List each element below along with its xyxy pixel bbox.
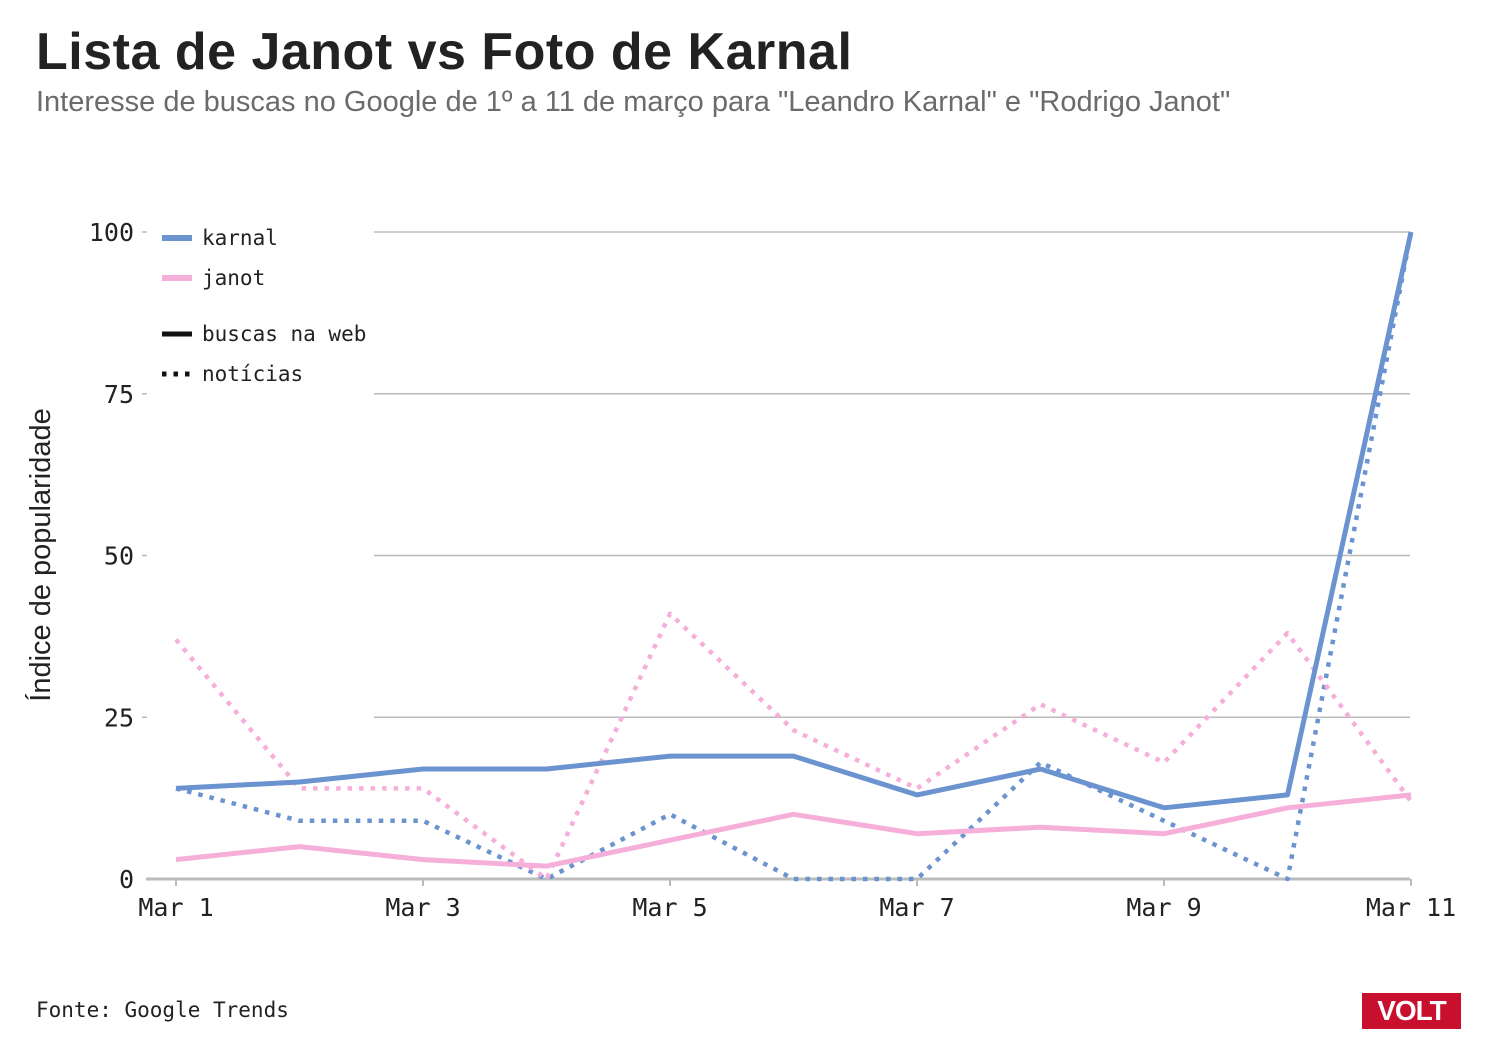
y-axis-label: Índice de popularidade [24,408,57,701]
y-axis-ticks: 0 25 50 75 100 [89,218,134,894]
y-tick-label: 100 [89,218,134,247]
y-tick-label: 75 [104,380,134,409]
series-line-janot-noticias [174,611,1413,882]
grid-lines [142,231,1410,718]
legend-label: karnal [202,226,278,250]
source-note: Fonte: Google Trends [36,998,289,1022]
y-tick-label: 50 [104,542,134,571]
volt-logo: VOLT [1362,993,1461,1029]
legend-label: buscas na web [202,322,366,346]
x-tick-label: Mar 5 [632,893,707,922]
x-tick-label: Mar 11 [1366,893,1456,922]
series-lines [174,231,1414,882]
x-tick-label: Mar 1 [138,893,213,922]
x-axis: Mar 1 Mar 3 Mar 5 Mar 7 Mar 9 Mar 11 [138,877,1456,922]
series-line-karnal-buscas [175,231,1414,811]
series-line-karnal-noticias [175,231,1414,882]
x-tick-label: Mar 3 [385,893,460,922]
legend: karnal janot buscas na web notícias [162,226,366,386]
chart-subtitle: Interesse de buscas no Google de 1º a 11… [36,86,1231,118]
y-tick-label: 25 [104,703,134,732]
legend-label: janot [202,266,265,290]
series-line-janot-buscas [175,792,1412,869]
x-tick-label: Mar 9 [1126,893,1201,922]
y-tick-label: 0 [119,865,134,894]
legend-label: notícias [202,362,303,386]
chart-title: Lista de Janot vs Foto de Karnal [36,23,853,81]
x-tick-label: Mar 7 [879,893,954,922]
